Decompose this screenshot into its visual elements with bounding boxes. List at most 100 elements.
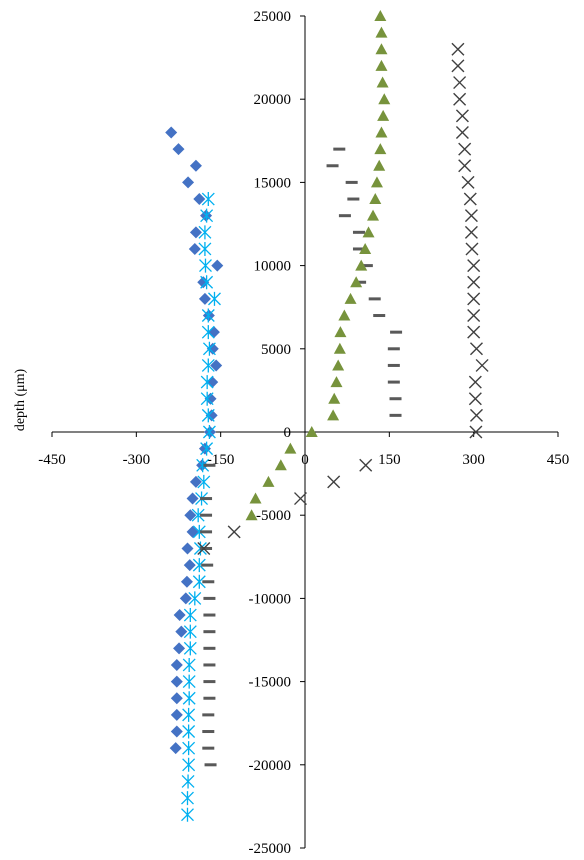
data-point: [203, 696, 216, 700]
data-point: [368, 297, 381, 301]
data-point: [451, 59, 465, 73]
data-point: [198, 225, 212, 240]
data-point: [360, 264, 373, 268]
data-point: [182, 724, 196, 739]
data-point: [467, 259, 481, 273]
data-point: [374, 143, 387, 155]
y-tick-label: 25000: [254, 9, 292, 25]
data-point: [181, 542, 194, 555]
data-point: [350, 276, 363, 288]
y-tick-label: 5000: [261, 342, 291, 358]
data-point: [193, 193, 206, 206]
data-point: [201, 563, 214, 567]
y-tick-label: -15000: [249, 675, 292, 691]
series-2: [181, 192, 221, 822]
data-point: [344, 292, 357, 304]
data-point: [390, 330, 403, 334]
data-point: [202, 341, 216, 356]
x-tick-label: 150: [378, 452, 401, 468]
data-point: [203, 646, 216, 650]
data-point: [378, 93, 391, 105]
data-point: [200, 546, 213, 550]
data-point: [179, 592, 192, 605]
data-point: [201, 325, 215, 340]
data-point: [191, 508, 205, 523]
y-tick-labels: 25000 20000 15000 10000 5000 0 -5000 -10000 -150…: [249, 9, 292, 857]
data-point: [227, 525, 241, 539]
data-point: [327, 475, 341, 489]
data-point: [202, 580, 215, 584]
data-point: [202, 730, 215, 734]
data-point: [387, 363, 400, 367]
data-point: [182, 176, 195, 189]
x-tick-marks: [51, 432, 559, 437]
data-point: [183, 559, 196, 572]
y-tick-label: -5000: [256, 508, 291, 524]
data-point: [333, 147, 346, 151]
data-point: [374, 10, 387, 21]
data-point: [201, 408, 215, 423]
data-point: [199, 258, 212, 273]
y-tick-marks: [300, 15, 305, 849]
data-point: [359, 458, 373, 472]
data-point: [173, 642, 186, 655]
data-point: [200, 513, 213, 517]
data-point: [375, 26, 388, 38]
data-point: [461, 175, 475, 189]
data-point: [170, 708, 183, 721]
data-point: [192, 558, 206, 573]
data-point: [210, 359, 223, 372]
y-tick-label: 15000: [254, 175, 292, 191]
data-point: [326, 164, 339, 168]
data-point: [294, 492, 307, 506]
data-point: [327, 409, 340, 421]
data-point: [182, 657, 196, 672]
data-point: [201, 308, 215, 323]
data-point: [389, 413, 402, 417]
data-point: [375, 59, 388, 71]
x-tick-label: 450: [547, 452, 570, 468]
data-point: [188, 591, 202, 606]
data-point: [376, 76, 389, 88]
data-point: [352, 230, 365, 234]
data-point: [453, 76, 467, 90]
data-point: [181, 791, 194, 806]
data-point: [197, 541, 211, 555]
x-tick-label: 300: [462, 452, 485, 468]
data-point: [207, 326, 220, 339]
data-point: [468, 392, 482, 406]
data-point: [330, 376, 343, 388]
data-point: [182, 674, 196, 689]
data-point: [182, 707, 196, 722]
data-point: [367, 209, 380, 221]
data-point: [189, 475, 202, 488]
x-tick-label: 0: [301, 452, 309, 468]
data-point: [469, 342, 483, 356]
data-point: [455, 109, 469, 123]
data-point: [203, 680, 216, 684]
data-point: [305, 426, 318, 437]
data-point: [202, 746, 215, 750]
y-tick-label: 10000: [254, 259, 292, 275]
data-point: [170, 725, 183, 738]
x-tick-label: -450: [38, 452, 66, 468]
data-point: [362, 226, 375, 238]
data-point: [180, 575, 193, 588]
x-tick-labels: -450 -300 -150 0 150 300 450: [38, 452, 569, 468]
data-point: [369, 193, 382, 205]
data-point: [467, 325, 481, 339]
data-point: [352, 247, 365, 251]
data-point: [458, 142, 472, 156]
data-point: [198, 292, 211, 305]
data-point: [475, 358, 489, 372]
data-point: [355, 259, 368, 271]
data-point: [463, 192, 477, 206]
data-point: [170, 675, 183, 688]
data-point: [200, 530, 213, 534]
data-point: [208, 291, 221, 306]
data-point: [375, 126, 388, 138]
data-point: [373, 159, 386, 171]
data-point: [389, 397, 402, 401]
data-point: [201, 192, 215, 207]
data-point: [203, 596, 216, 600]
